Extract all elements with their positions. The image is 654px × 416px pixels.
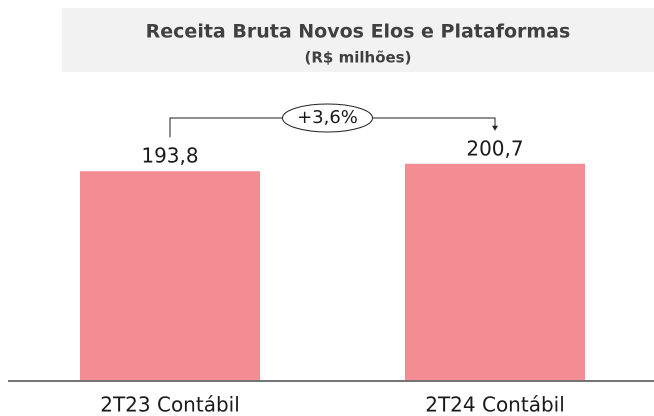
x-tick-label: 2T23 Contábil (100, 393, 240, 416)
arrowhead (492, 125, 498, 131)
annotation: +3,6% (297, 107, 358, 128)
x-tick-label: 2T24 Contábil (425, 393, 565, 416)
chart-title: Receita Bruta Novos Elos e Plataformas (146, 21, 571, 43)
bar (405, 163, 585, 380)
title-box (62, 8, 654, 72)
value-label: 200,7 (466, 136, 523, 160)
annotation-ellipse (282, 103, 373, 133)
bar (80, 171, 260, 380)
chart-subtitle: (R$ milhões) (305, 49, 412, 67)
bracket (169, 117, 496, 138)
value-label: 193,8 (141, 144, 198, 168)
